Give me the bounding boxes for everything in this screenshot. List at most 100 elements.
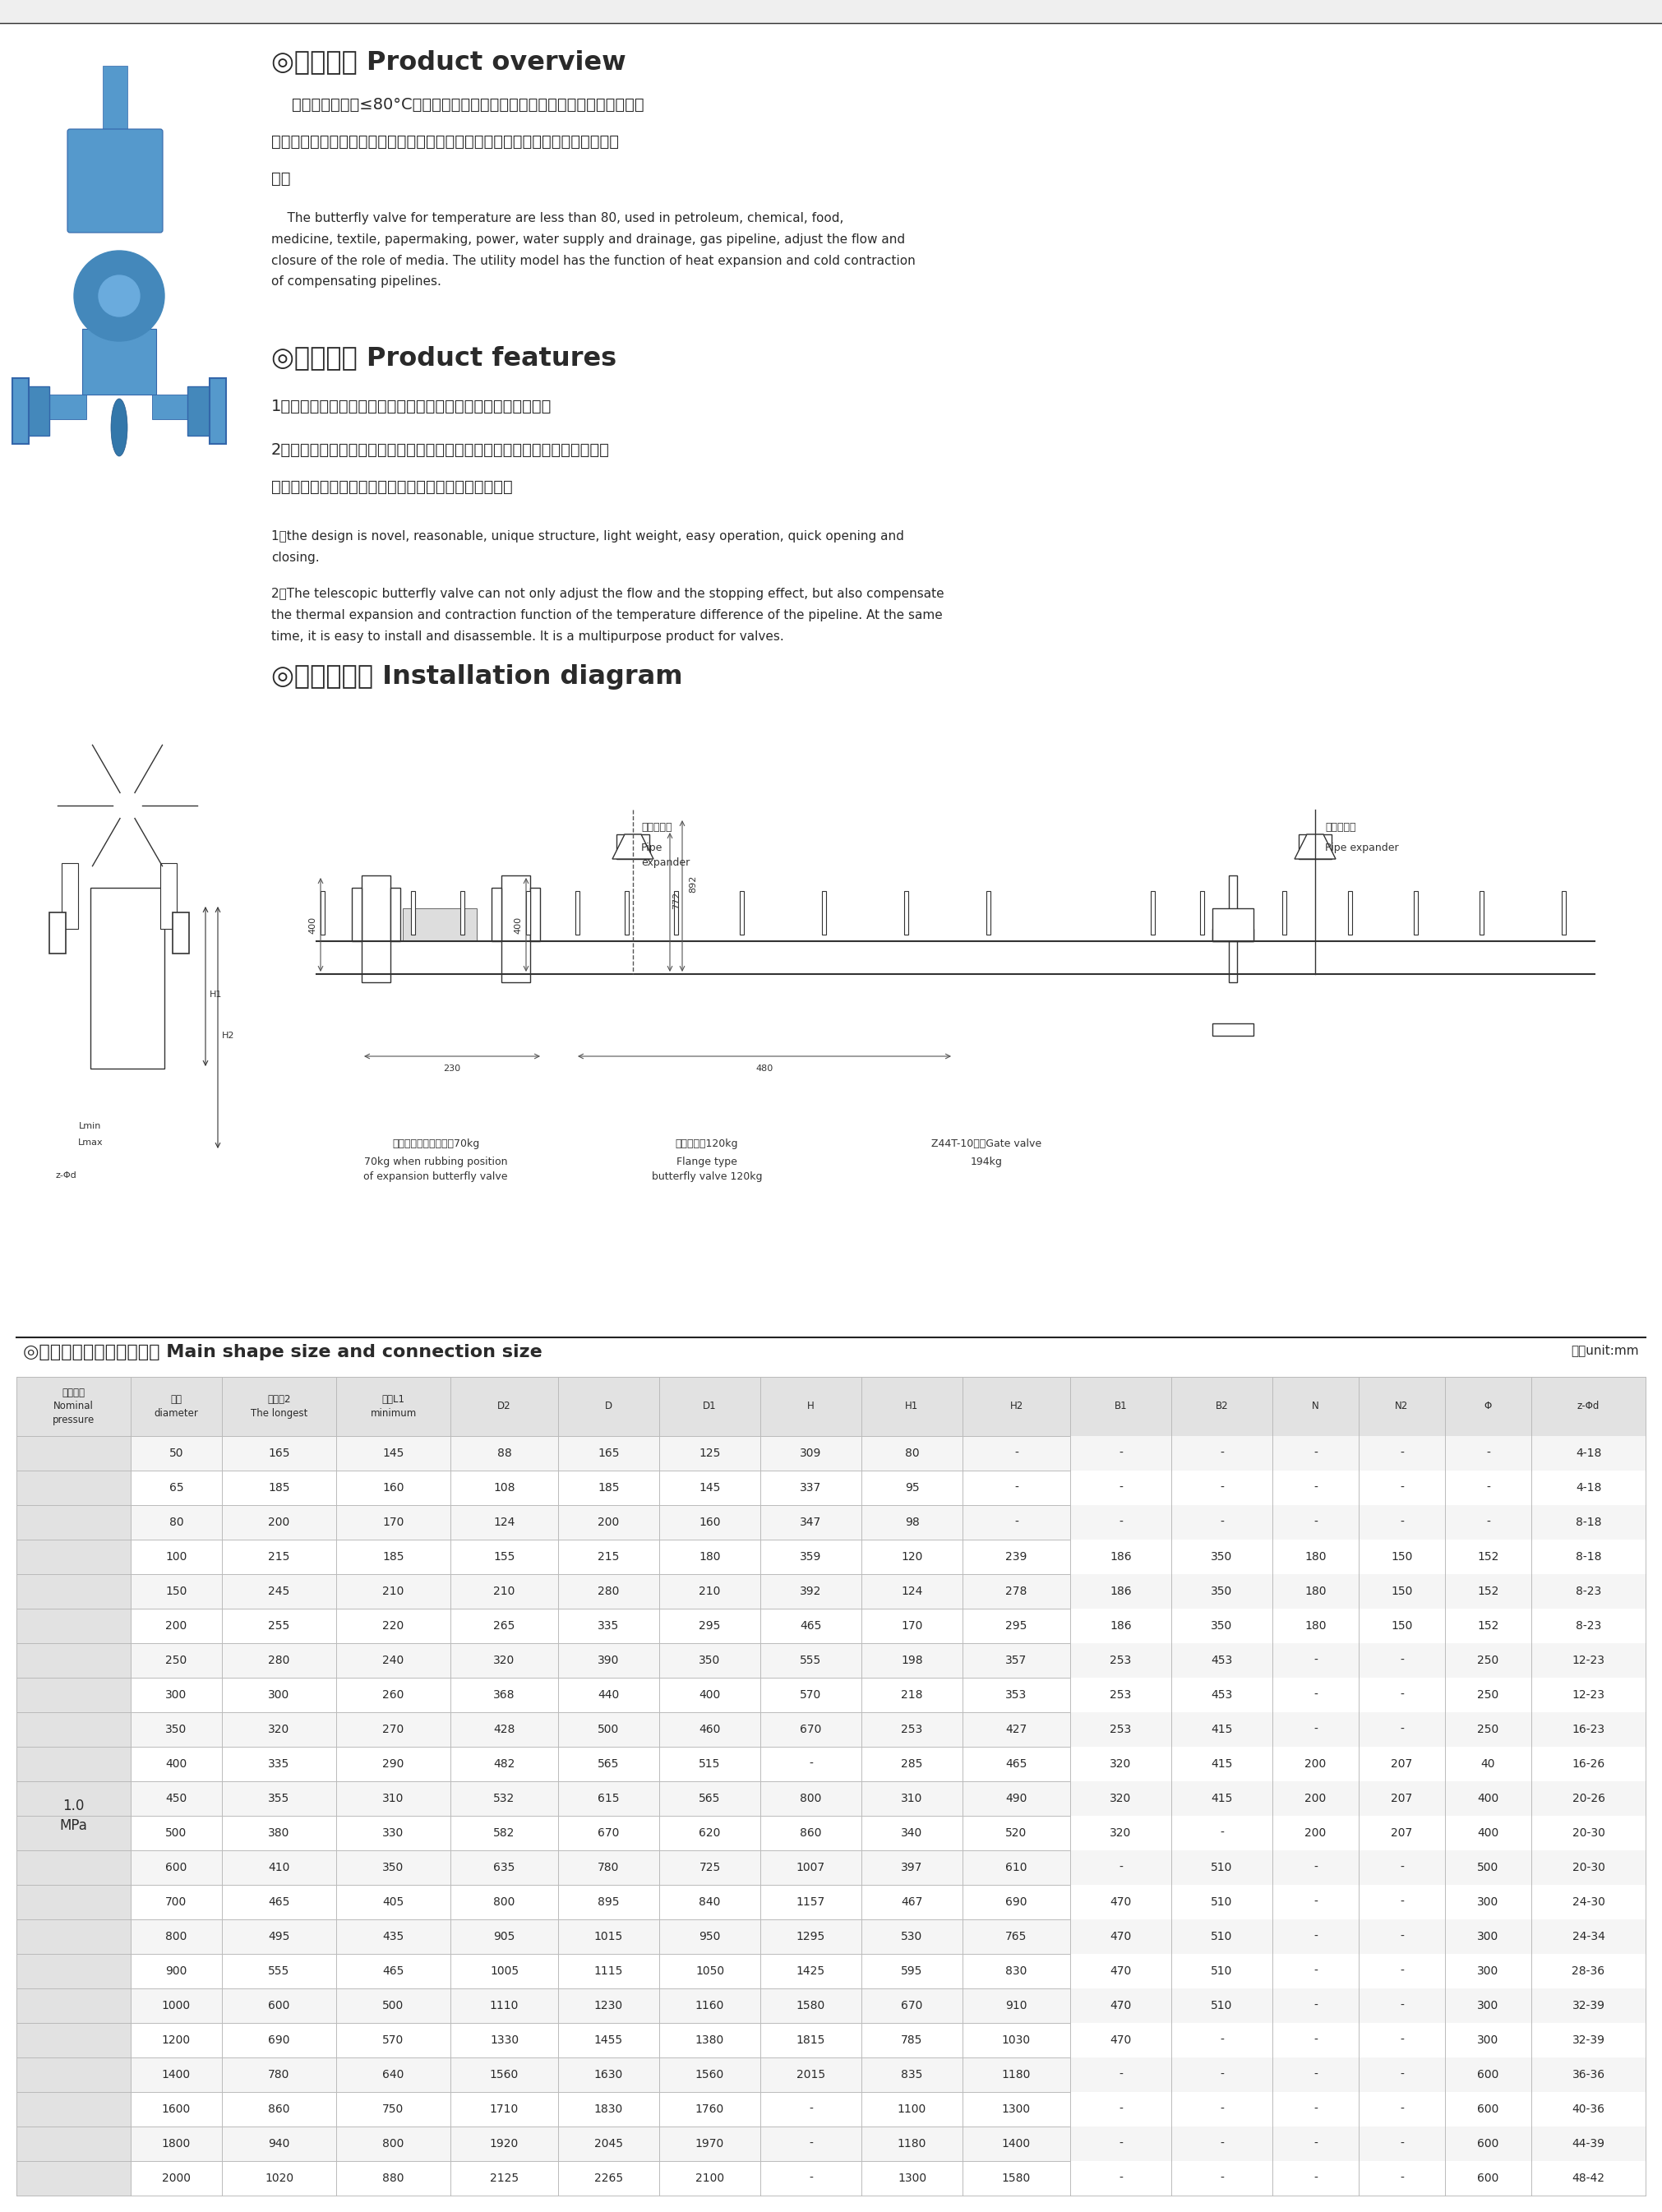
Text: 152: 152: [1478, 1586, 1499, 1597]
Text: 290: 290: [382, 1759, 404, 1770]
Text: 1100: 1100: [897, 2104, 926, 2115]
Text: 335: 335: [598, 1619, 620, 1632]
Bar: [352, 887, 362, 940]
Text: 直径
diameter: 直径 diameter: [155, 1394, 198, 1418]
Text: 管道伸缩器: 管道伸缩器: [642, 823, 671, 832]
Text: -: -: [1119, 2104, 1124, 2115]
Text: H2: H2: [1010, 1400, 1024, 1411]
Text: 570: 570: [382, 2035, 404, 2046]
Text: 186: 186: [1110, 1586, 1132, 1597]
Text: 620: 620: [700, 1827, 721, 1838]
Text: 2000: 2000: [161, 2172, 191, 2183]
Text: 253: 253: [1110, 1655, 1132, 1666]
Text: 200: 200: [1305, 1827, 1326, 1838]
Text: 465: 465: [382, 1966, 404, 1978]
Text: 500: 500: [166, 1827, 188, 1838]
Bar: [45, 394, 86, 420]
Text: 200: 200: [166, 1619, 188, 1632]
Text: 800: 800: [166, 1931, 188, 1942]
Text: 300: 300: [1478, 1966, 1499, 1978]
Text: 510: 510: [1212, 1896, 1233, 1909]
Bar: [1273, 1376, 1360, 1436]
Text: -: -: [809, 2139, 813, 2150]
Text: 765: 765: [1006, 1931, 1027, 1942]
Text: 270: 270: [382, 1723, 404, 1734]
Bar: [760, 1376, 861, 1436]
Text: 253: 253: [1110, 1690, 1132, 1701]
Text: 200: 200: [598, 1517, 620, 1528]
Text: 350: 350: [700, 1655, 721, 1666]
Text: 单位unit:mm: 单位unit:mm: [1571, 1345, 1639, 1356]
Text: 239: 239: [1006, 1551, 1027, 1562]
Text: 515: 515: [700, 1759, 721, 1770]
Text: of expansion butterfly valve: of expansion butterfly valve: [364, 1172, 509, 1181]
Text: 16-26: 16-26: [1572, 1759, 1605, 1770]
Text: 165: 165: [598, 1447, 620, 1460]
Bar: [502, 876, 530, 982]
Text: -: -: [1486, 1447, 1491, 1460]
Text: 8-18: 8-18: [1576, 1551, 1602, 1562]
Text: 250: 250: [1478, 1655, 1499, 1666]
Bar: [160, 863, 176, 929]
Text: 295: 295: [1006, 1619, 1027, 1632]
Bar: [1150, 891, 1155, 936]
Text: 800: 800: [382, 2139, 404, 2150]
Text: The butterfly valve for temperature are less than 80, used in petroleum, chemica: The butterfly valve for temperature are …: [271, 212, 916, 288]
Text: -: -: [1014, 1447, 1019, 1460]
Text: 8-23: 8-23: [1576, 1619, 1601, 1632]
Bar: [527, 891, 530, 936]
Text: 690: 690: [268, 2035, 289, 2046]
Text: 218: 218: [901, 1690, 922, 1701]
Text: 895: 895: [598, 1896, 620, 1909]
Bar: [492, 887, 502, 940]
Bar: [90, 887, 165, 1068]
Text: 940: 940: [268, 2139, 289, 2150]
Text: 88: 88: [497, 1447, 512, 1460]
Text: 470: 470: [1110, 1931, 1132, 1942]
Text: 415: 415: [1212, 1792, 1233, 1805]
Bar: [1212, 929, 1253, 940]
Text: 600: 600: [1478, 2104, 1499, 2115]
Text: 300: 300: [1478, 2035, 1499, 2046]
Text: 150: 150: [166, 1586, 188, 1597]
Bar: [188, 387, 213, 436]
Text: 410: 410: [268, 1863, 289, 1874]
Text: 465: 465: [268, 1896, 289, 1909]
Text: 250: 250: [1478, 1723, 1499, 1734]
Text: 4-18: 4-18: [1576, 1447, 1601, 1460]
Bar: [1070, 1376, 1172, 1436]
Text: 24-30: 24-30: [1572, 1896, 1605, 1909]
Text: 36-36: 36-36: [1572, 2068, 1605, 2081]
Text: 260: 260: [382, 1690, 404, 1701]
Text: 215: 215: [598, 1551, 620, 1562]
Text: 600: 600: [1478, 2068, 1499, 2081]
Bar: [131, 2024, 1645, 2057]
Text: 555: 555: [268, 1966, 289, 1978]
Text: 355: 355: [268, 1792, 289, 1805]
Text: 1200: 1200: [161, 2035, 191, 2046]
Text: -: -: [1313, 1690, 1318, 1701]
Text: 管道伸缩器: 管道伸缩器: [1325, 823, 1356, 832]
Bar: [1444, 1376, 1531, 1436]
Text: -: -: [1014, 1482, 1019, 1493]
Text: expander: expander: [642, 858, 690, 867]
Text: 470: 470: [1110, 1966, 1132, 1978]
Text: 835: 835: [901, 2068, 922, 2081]
Bar: [362, 876, 391, 982]
Text: -: -: [1119, 2172, 1124, 2183]
Text: 185: 185: [382, 1551, 404, 1562]
Text: 12-23: 12-23: [1572, 1655, 1605, 1666]
Text: 335: 335: [268, 1759, 289, 1770]
Text: N: N: [1311, 1400, 1320, 1411]
Text: 1、设计新颌、合理、结构独特、重量轻、操作方便、启闭迅速。: 1、设计新颌、合理、结构独特、重量轻、操作方便、启闭迅速。: [271, 398, 552, 414]
Text: 359: 359: [799, 1551, 821, 1562]
Text: N2: N2: [1394, 1400, 1408, 1411]
Text: 250: 250: [1478, 1690, 1499, 1701]
Text: 510: 510: [1212, 2000, 1233, 2011]
Text: 330: 330: [382, 1827, 404, 1838]
Text: 250: 250: [166, 1655, 188, 1666]
Bar: [131, 1885, 1645, 1920]
Text: 310: 310: [901, 1792, 922, 1805]
Text: 152: 152: [1478, 1619, 1499, 1632]
Bar: [17, 1376, 131, 1436]
